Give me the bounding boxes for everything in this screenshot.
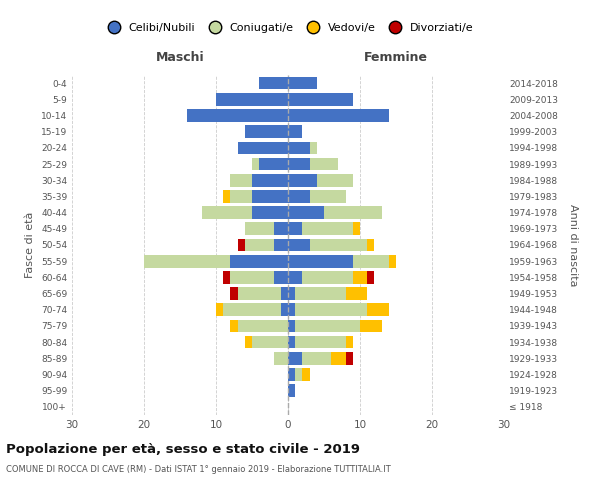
Bar — [302, 271, 353, 283]
Bar — [295, 368, 302, 381]
Bar — [288, 255, 353, 268]
Bar — [353, 222, 360, 235]
Bar — [245, 336, 252, 348]
Bar — [288, 238, 310, 252]
Bar — [144, 255, 230, 268]
Bar — [295, 320, 360, 332]
Bar — [288, 384, 295, 397]
Bar — [324, 206, 382, 219]
Bar — [295, 304, 367, 316]
Bar — [353, 255, 389, 268]
Bar — [230, 255, 288, 268]
Bar — [274, 222, 288, 235]
Bar — [259, 77, 288, 90]
Bar — [238, 320, 288, 332]
Legend: Celibi/Nubili, Coniugati/e, Vedovi/e, Divorziati/e: Celibi/Nubili, Coniugati/e, Vedovi/e, Di… — [99, 20, 477, 36]
Bar — [252, 190, 288, 202]
Bar — [288, 109, 389, 122]
Bar — [288, 206, 324, 219]
Bar — [281, 304, 288, 316]
Bar — [310, 190, 346, 202]
Bar — [245, 126, 288, 138]
Bar — [346, 336, 353, 348]
Bar — [230, 288, 238, 300]
Bar — [230, 320, 238, 332]
Bar — [302, 352, 331, 364]
Text: COMUNE DI ROCCA DI CAVE (RM) - Dati ISTAT 1° gennaio 2019 - Elaborazione TUTTITA: COMUNE DI ROCCA DI CAVE (RM) - Dati ISTA… — [6, 465, 391, 474]
Bar — [288, 77, 317, 90]
Y-axis label: Anni di nascita: Anni di nascita — [568, 204, 578, 286]
Bar — [288, 93, 353, 106]
Bar — [223, 304, 281, 316]
Bar — [252, 206, 288, 219]
Bar — [310, 238, 367, 252]
Bar — [245, 222, 274, 235]
Text: Femmine: Femmine — [364, 52, 428, 64]
Bar — [274, 352, 288, 364]
Bar — [346, 288, 367, 300]
Bar — [389, 255, 396, 268]
Bar — [295, 288, 346, 300]
Bar — [223, 190, 230, 202]
Bar — [252, 336, 288, 348]
Bar — [230, 174, 252, 186]
Bar — [310, 142, 317, 154]
Bar — [310, 158, 338, 170]
Bar — [288, 336, 295, 348]
Bar — [288, 158, 310, 170]
Bar — [187, 109, 288, 122]
Bar — [288, 304, 295, 316]
Bar — [238, 288, 281, 300]
Bar — [288, 190, 310, 202]
Bar — [245, 238, 274, 252]
Bar — [238, 238, 245, 252]
Text: Popolazione per età, sesso e stato civile - 2019: Popolazione per età, sesso e stato civil… — [6, 442, 360, 456]
Bar — [288, 174, 317, 186]
Bar — [353, 271, 367, 283]
Text: Maschi: Maschi — [155, 52, 205, 64]
Bar — [295, 336, 346, 348]
Bar — [230, 190, 252, 202]
Bar — [259, 158, 288, 170]
Bar — [360, 320, 382, 332]
Bar — [216, 93, 288, 106]
Bar — [367, 271, 374, 283]
Bar — [288, 320, 295, 332]
Bar — [317, 174, 353, 186]
Bar — [288, 288, 295, 300]
Bar — [281, 288, 288, 300]
Bar — [216, 304, 223, 316]
Bar — [223, 271, 230, 283]
Bar — [302, 368, 310, 381]
Bar — [367, 238, 374, 252]
Bar — [288, 126, 302, 138]
Bar — [331, 352, 346, 364]
Bar — [288, 368, 295, 381]
Bar — [367, 304, 389, 316]
Bar — [288, 352, 302, 364]
Bar — [288, 142, 310, 154]
Bar — [274, 238, 288, 252]
Bar — [238, 142, 288, 154]
Bar — [230, 271, 274, 283]
Bar — [288, 271, 302, 283]
Bar — [288, 222, 302, 235]
Bar — [202, 206, 252, 219]
Bar — [252, 174, 288, 186]
Bar — [252, 158, 259, 170]
Bar — [302, 222, 353, 235]
Bar — [274, 271, 288, 283]
Y-axis label: Fasce di età: Fasce di età — [25, 212, 35, 278]
Bar — [346, 352, 353, 364]
